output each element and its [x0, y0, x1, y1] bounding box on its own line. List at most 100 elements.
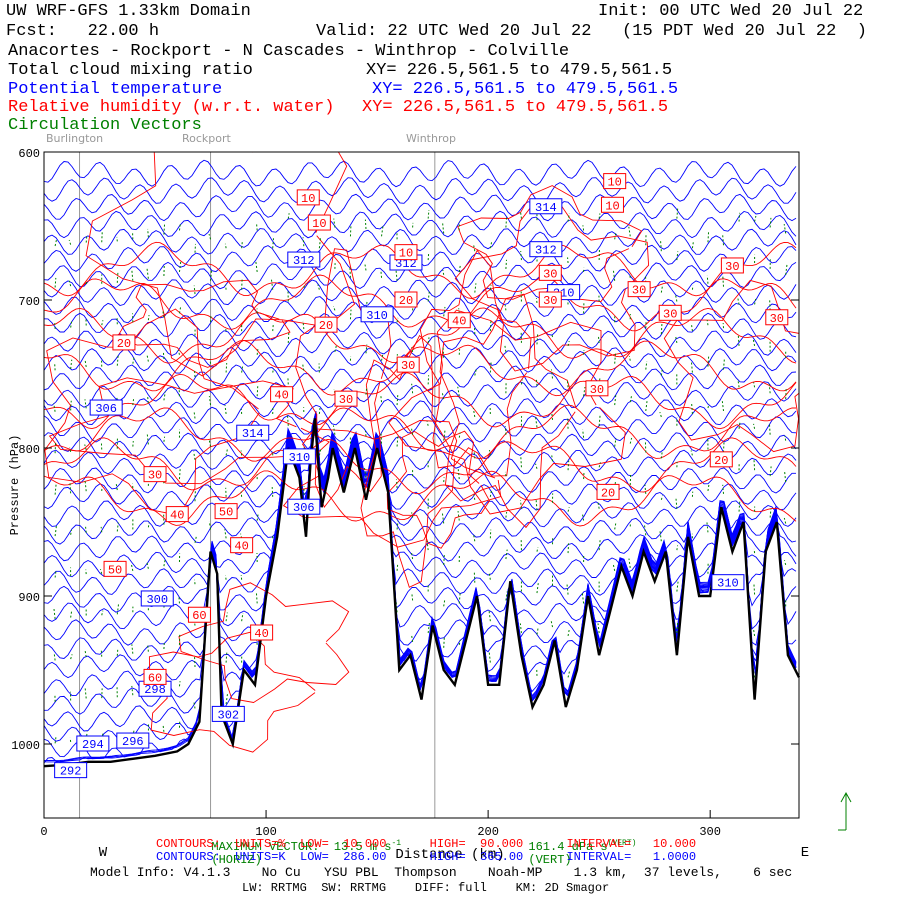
circulation-vector	[225, 612, 228, 622]
circulation-vector	[193, 700, 196, 709]
circulation-vector	[769, 298, 771, 311]
circulation-vector	[706, 520, 709, 533]
circulation-vector	[84, 648, 87, 658]
rh-contour-line	[44, 307, 797, 364]
rh-label-text: 10	[607, 176, 621, 190]
rh-contour-line	[44, 241, 797, 299]
rh-label-20: 20	[596, 483, 620, 500]
circulation-vector	[567, 257, 569, 264]
circulation-vector	[54, 277, 57, 288]
circulation-vector	[488, 572, 491, 580]
rh-label-box	[709, 451, 733, 468]
rh-label-box	[596, 483, 620, 500]
circulation-vector	[442, 347, 445, 358]
circulation-vector	[208, 396, 212, 406]
city-burlington: Burlington	[46, 132, 104, 145]
circulation-vector	[551, 455, 554, 462]
theta-label-text: 312	[395, 257, 417, 271]
circulation-vector	[224, 405, 227, 415]
circulation-vector	[146, 267, 149, 279]
circulation-vector	[178, 306, 182, 314]
circulation-vector	[396, 564, 399, 571]
circulation-vector	[458, 639, 461, 645]
rh-label-60: 60	[187, 606, 211, 623]
circulation-vector	[178, 681, 181, 687]
rh-label-text: 10	[301, 192, 315, 206]
east-label: E	[801, 845, 809, 861]
rh-label-box	[143, 668, 167, 685]
rh-label-text: 30	[339, 393, 353, 407]
rh-label-text: 30	[401, 359, 415, 373]
circulation-vector	[365, 386, 368, 395]
circulation-vector	[70, 609, 73, 618]
max-vector-unit: -1	[391, 839, 402, 848]
circulation-vector	[364, 431, 367, 437]
theta-contour-line	[44, 426, 797, 511]
theta-label-312: 312	[287, 251, 321, 268]
rh-label-50: 50	[214, 503, 238, 520]
init-time: Init: 00 UTC Wed 20 Jul 22	[598, 2, 864, 21]
circulation-vector	[115, 482, 118, 491]
circulation-vector	[644, 484, 647, 494]
west-label: W	[99, 845, 108, 861]
circulation-vector	[302, 320, 305, 330]
circulation-vector	[614, 437, 617, 447]
circulation-vector	[473, 534, 476, 542]
theta-label-text: 312	[535, 244, 557, 258]
theta-label-text: 306	[293, 501, 315, 515]
theta-label-text: 312	[293, 254, 315, 268]
circulation-vector	[566, 379, 569, 388]
circulation-vector	[147, 315, 150, 321]
rh-label-box	[603, 173, 627, 190]
rh-label-30: 30	[538, 264, 562, 281]
circulation-vector	[458, 592, 461, 604]
circulation-vector	[614, 523, 617, 530]
circulation-vector	[427, 622, 431, 634]
circulation-vector	[442, 222, 445, 234]
model-info: Model Info: V4.1.3 No Cu YSU PBL Thompso…	[90, 865, 793, 880]
circulation-vector	[271, 487, 274, 497]
circulation-vector	[674, 294, 678, 302]
circulation-vector	[535, 298, 538, 304]
rh-contour-info: CONTOURS: UNITS=% LOW= 10.000 HIGH= 90.0…	[156, 837, 697, 851]
theta-label-302: 302	[211, 705, 245, 722]
circulation-vector	[54, 571, 57, 578]
theta-label-text: 302	[218, 708, 240, 722]
circulation-vector	[349, 309, 352, 320]
theta-label-306: 306	[287, 498, 321, 515]
circulation-vector	[132, 357, 135, 364]
circulation-vector	[535, 463, 538, 469]
circulation-vector	[255, 637, 258, 645]
circulation-vector	[629, 437, 633, 444]
rh-contour-line	[457, 185, 643, 303]
rh-contour-line	[419, 249, 532, 477]
rh-label-30: 30	[720, 257, 744, 274]
rh-label-box	[187, 606, 211, 623]
circulation-vector	[488, 449, 491, 456]
rh-label-text: 10	[312, 217, 326, 231]
circulation-vector	[256, 512, 259, 521]
circulation-vector	[443, 636, 445, 648]
circulation-vector	[241, 278, 243, 290]
circulation-vector	[643, 524, 647, 536]
rh-contour-line	[44, 470, 797, 527]
theta-label-box	[287, 498, 321, 515]
rh-label-30: 30	[143, 466, 167, 483]
rh-label-box	[270, 386, 294, 403]
circulation-vector	[209, 358, 212, 364]
circulation-vector	[380, 394, 383, 403]
cloud-xy: XY= 226.5,561.5 to 479.5,561.5	[366, 61, 673, 80]
circulation-vector	[441, 511, 445, 524]
max-vector-horiz: MAXIMUM VECTOR: 13.5 m s-1 (HORIZ)	[197, 824, 401, 867]
circulation-vector	[783, 517, 787, 524]
circulation-vector	[334, 345, 337, 352]
theta-label-box	[360, 306, 394, 323]
y-tick-label: 900	[18, 591, 40, 605]
circulation-vector	[163, 436, 166, 442]
max-vector-v-text: 161.4 dPa s	[528, 840, 608, 854]
circulation-vector	[396, 317, 399, 323]
rh-contour-line	[44, 372, 797, 430]
max-vector-horiz-tag: (HORIZ)	[211, 853, 262, 867]
circulation-vector	[427, 337, 430, 343]
